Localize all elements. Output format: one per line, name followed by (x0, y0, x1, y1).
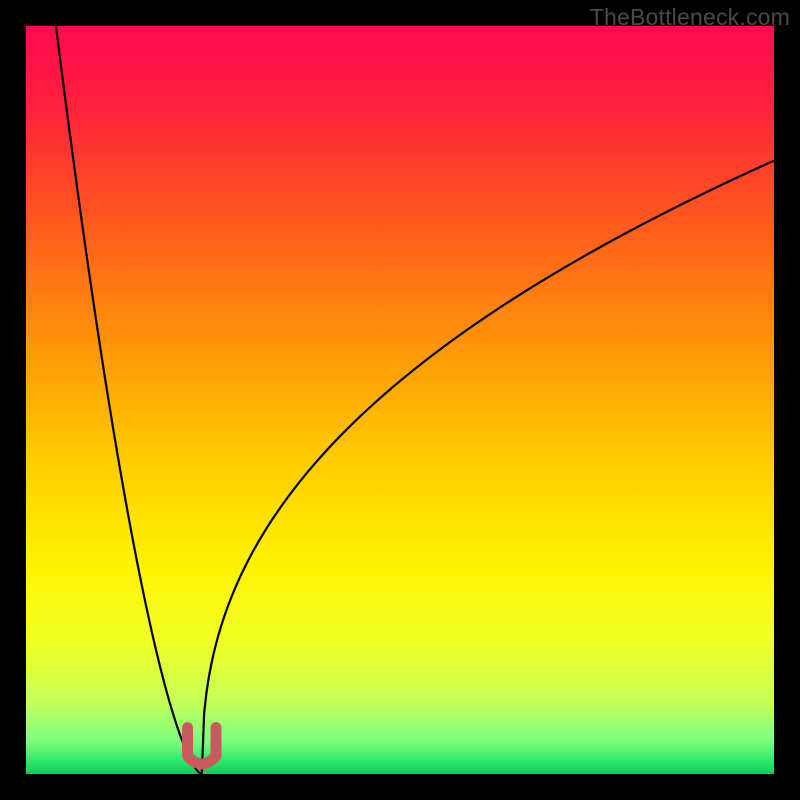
watermark-text: TheBottleneck.com (590, 4, 790, 31)
chart-frame: TheBottleneck.com (0, 0, 800, 800)
plot-background (26, 26, 774, 774)
chart-svg (0, 0, 800, 800)
